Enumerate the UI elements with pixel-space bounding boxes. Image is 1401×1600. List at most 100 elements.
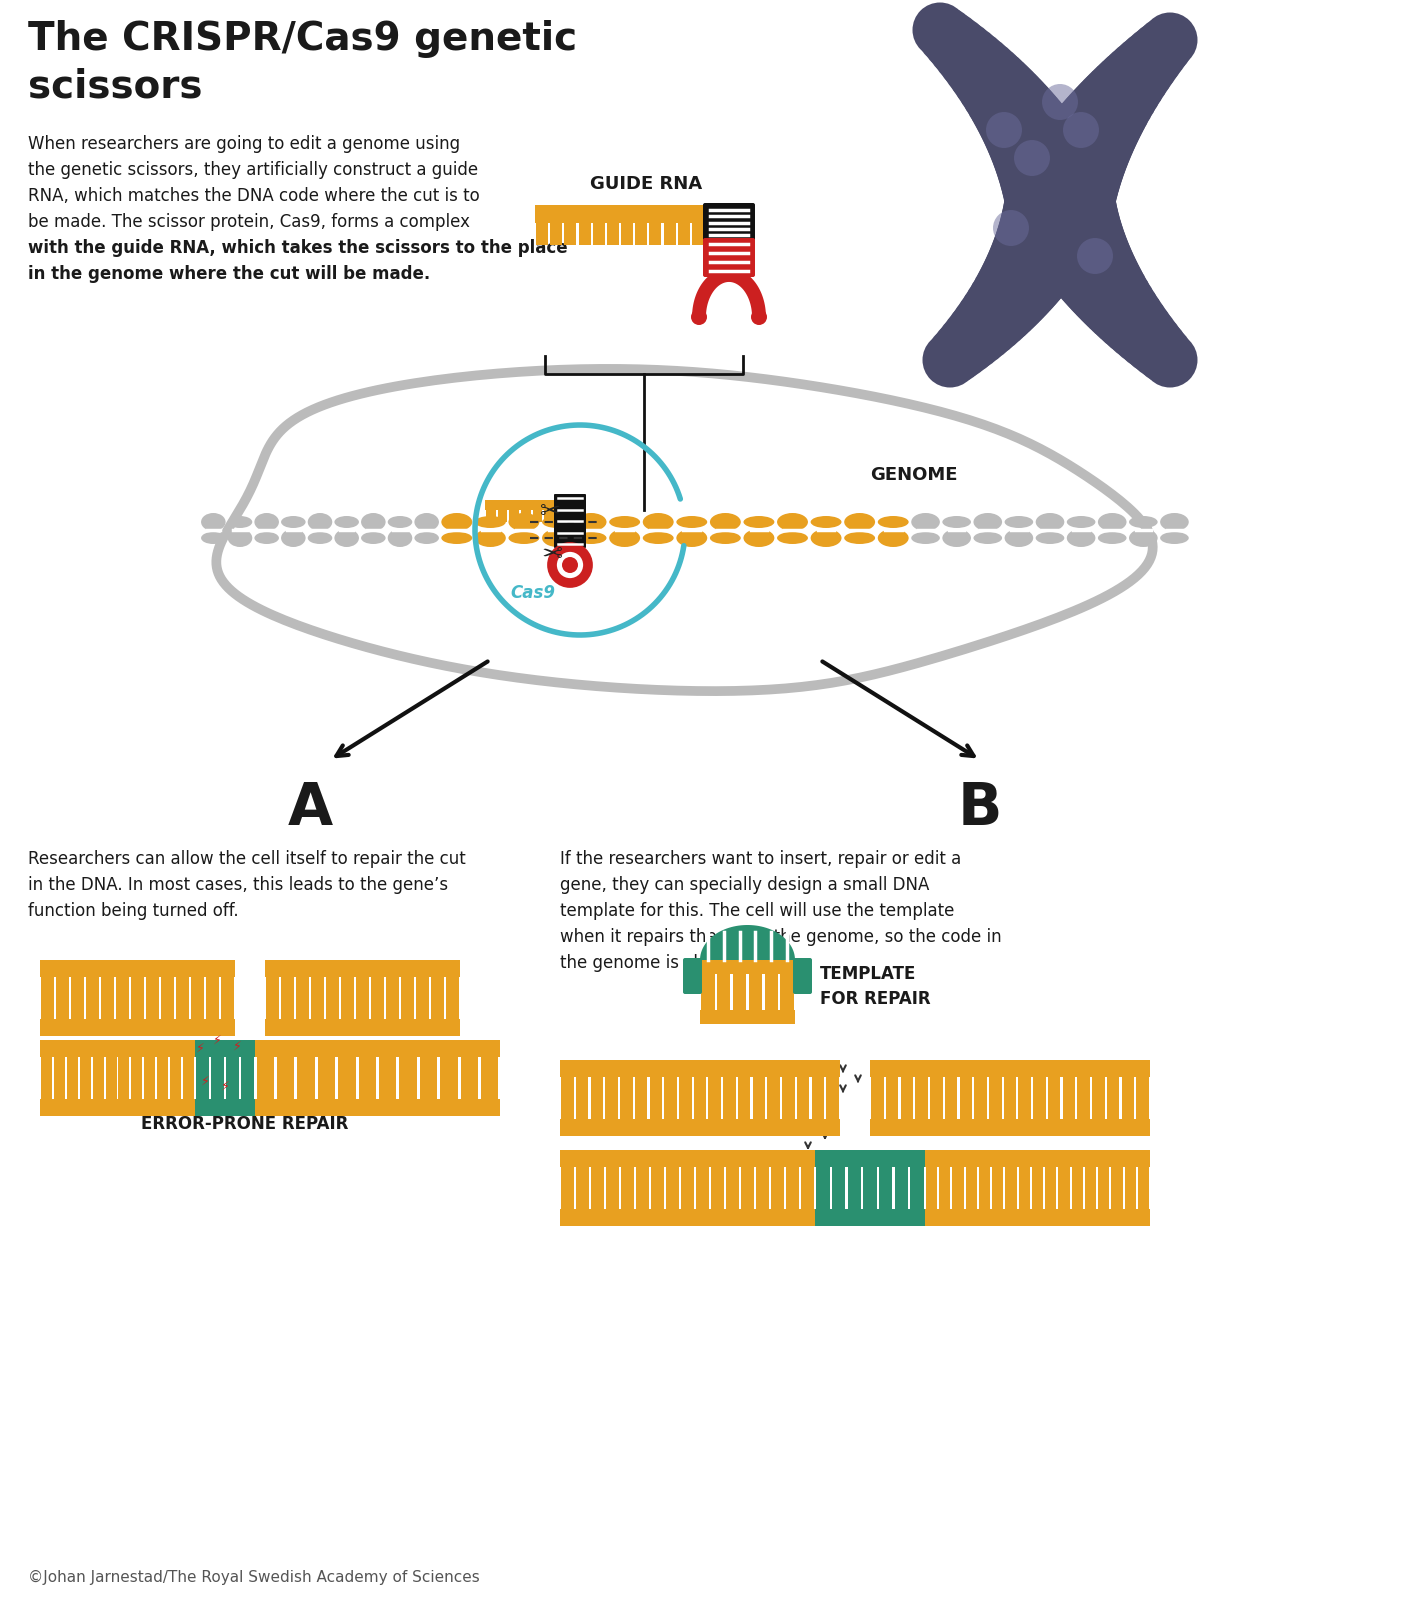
FancyBboxPatch shape <box>553 494 586 547</box>
FancyBboxPatch shape <box>399 1058 417 1078</box>
FancyBboxPatch shape <box>387 998 399 1019</box>
FancyBboxPatch shape <box>768 1098 780 1118</box>
Circle shape <box>1014 131 1119 235</box>
FancyBboxPatch shape <box>817 1166 829 1187</box>
Circle shape <box>1017 171 1119 274</box>
FancyBboxPatch shape <box>1048 1077 1061 1098</box>
Ellipse shape <box>677 530 708 547</box>
Ellipse shape <box>1129 515 1157 528</box>
FancyBboxPatch shape <box>371 998 384 1019</box>
Ellipse shape <box>974 514 1002 531</box>
Circle shape <box>1066 248 1146 328</box>
FancyBboxPatch shape <box>256 1058 273 1078</box>
FancyBboxPatch shape <box>621 222 633 245</box>
FancyBboxPatch shape <box>717 992 730 1010</box>
FancyBboxPatch shape <box>256 1078 273 1099</box>
Circle shape <box>1012 136 1118 242</box>
FancyBboxPatch shape <box>757 1166 769 1187</box>
Circle shape <box>989 99 1082 192</box>
FancyBboxPatch shape <box>782 1098 794 1118</box>
Circle shape <box>965 59 1044 136</box>
Circle shape <box>933 21 995 83</box>
FancyBboxPatch shape <box>170 1078 181 1099</box>
FancyBboxPatch shape <box>635 1077 647 1098</box>
FancyBboxPatch shape <box>817 1187 829 1210</box>
FancyBboxPatch shape <box>101 998 113 1019</box>
FancyBboxPatch shape <box>446 978 460 998</box>
FancyBboxPatch shape <box>560 1150 815 1166</box>
Circle shape <box>1117 307 1180 370</box>
Ellipse shape <box>609 530 640 547</box>
Text: ⚡: ⚡ <box>196 1042 205 1054</box>
FancyBboxPatch shape <box>318 1078 335 1099</box>
FancyBboxPatch shape <box>832 1187 845 1210</box>
FancyBboxPatch shape <box>591 1166 604 1187</box>
Text: in the genome where the cut will be made.: in the genome where the cut will be made… <box>28 266 430 283</box>
Ellipse shape <box>255 514 279 531</box>
FancyBboxPatch shape <box>651 1187 664 1210</box>
FancyBboxPatch shape <box>1072 1166 1083 1187</box>
FancyBboxPatch shape <box>177 998 189 1019</box>
Circle shape <box>984 232 1068 317</box>
FancyBboxPatch shape <box>1107 1098 1119 1118</box>
FancyBboxPatch shape <box>863 1166 877 1187</box>
Text: The CRISPR/Cas9 genetic: The CRISPR/Cas9 genetic <box>28 19 577 58</box>
FancyBboxPatch shape <box>651 1166 664 1187</box>
FancyBboxPatch shape <box>56 998 69 1019</box>
Ellipse shape <box>542 530 573 547</box>
FancyBboxPatch shape <box>266 978 279 998</box>
Circle shape <box>1136 18 1194 74</box>
FancyBboxPatch shape <box>911 1166 923 1187</box>
FancyBboxPatch shape <box>726 1187 738 1210</box>
FancyBboxPatch shape <box>461 1078 478 1099</box>
FancyBboxPatch shape <box>1033 1077 1045 1098</box>
Circle shape <box>1005 152 1112 259</box>
Circle shape <box>1052 229 1138 314</box>
FancyBboxPatch shape <box>1019 1166 1030 1187</box>
FancyBboxPatch shape <box>712 1166 724 1187</box>
FancyBboxPatch shape <box>915 1077 927 1098</box>
FancyBboxPatch shape <box>537 222 548 245</box>
FancyBboxPatch shape <box>939 1166 950 1187</box>
FancyBboxPatch shape <box>870 1059 1150 1077</box>
Circle shape <box>1005 146 1115 254</box>
FancyBboxPatch shape <box>282 978 294 998</box>
Circle shape <box>984 88 1073 178</box>
FancyBboxPatch shape <box>925 1150 1150 1166</box>
FancyBboxPatch shape <box>359 1078 375 1099</box>
FancyBboxPatch shape <box>132 978 144 998</box>
FancyBboxPatch shape <box>1093 1098 1104 1118</box>
Ellipse shape <box>335 515 359 528</box>
FancyBboxPatch shape <box>1033 1098 1045 1118</box>
FancyBboxPatch shape <box>693 1098 706 1118</box>
FancyBboxPatch shape <box>212 1078 224 1099</box>
FancyBboxPatch shape <box>1122 1077 1135 1098</box>
FancyBboxPatch shape <box>733 992 747 1010</box>
FancyBboxPatch shape <box>191 978 205 998</box>
Text: TEMPLATE
FOR REPAIR: TEMPLATE FOR REPAIR <box>820 965 930 1008</box>
Ellipse shape <box>415 531 439 544</box>
Ellipse shape <box>415 514 439 531</box>
FancyBboxPatch shape <box>696 1166 709 1187</box>
FancyBboxPatch shape <box>356 978 368 998</box>
FancyBboxPatch shape <box>944 1077 957 1098</box>
FancyBboxPatch shape <box>579 222 591 245</box>
FancyBboxPatch shape <box>195 1099 255 1117</box>
Circle shape <box>1105 40 1173 106</box>
FancyBboxPatch shape <box>184 1078 193 1099</box>
FancyBboxPatch shape <box>696 1187 709 1210</box>
FancyBboxPatch shape <box>681 1187 693 1210</box>
FancyBboxPatch shape <box>184 1058 193 1078</box>
Ellipse shape <box>1066 530 1096 547</box>
Text: ⚡: ⚡ <box>233 1040 241 1053</box>
FancyBboxPatch shape <box>560 1210 815 1226</box>
FancyBboxPatch shape <box>338 1078 356 1099</box>
FancyBboxPatch shape <box>703 203 755 242</box>
FancyBboxPatch shape <box>446 998 460 1019</box>
FancyBboxPatch shape <box>1006 1166 1017 1187</box>
FancyBboxPatch shape <box>576 1187 588 1210</box>
Ellipse shape <box>282 530 305 547</box>
Ellipse shape <box>1098 531 1126 544</box>
FancyBboxPatch shape <box>440 1058 458 1078</box>
FancyBboxPatch shape <box>420 1078 437 1099</box>
